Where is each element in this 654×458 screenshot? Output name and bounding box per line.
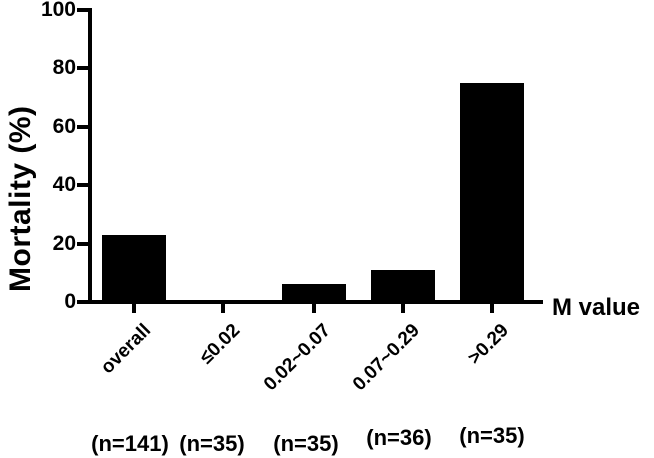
y-tick-mark (77, 66, 88, 71)
bar-overall (102, 234, 166, 304)
x-tick-mark (132, 304, 136, 313)
y-tick-label: 60 (52, 114, 76, 138)
sample-size-label: (n=35) (273, 431, 339, 456)
y-tick-label: 100 (40, 0, 76, 21)
x-tick-mark (401, 304, 405, 313)
bar->0.29 (460, 83, 524, 304)
sample-size-label: (n=141) (91, 431, 169, 456)
y-tick-mark (77, 8, 88, 12)
y-tick-mark (77, 183, 88, 188)
y-tick-label: 20 (52, 231, 76, 255)
x-axis-line (88, 300, 543, 304)
y-axis-line (88, 8, 92, 304)
x-tick-label: 0.02~0.07 (259, 320, 335, 395)
y-tick-label: 80 (52, 56, 76, 80)
bar-0.02~0.07 (282, 284, 346, 304)
sample-size-label: (n=35) (179, 431, 245, 456)
x-tick-mark (312, 304, 316, 313)
sample-size-label: (n=36) (366, 425, 432, 450)
x-axis-title: M value (552, 294, 641, 321)
x-tick-label: overall (96, 320, 155, 379)
bar-0.07~0.29 (371, 269, 435, 304)
y-tick-mark (77, 300, 88, 304)
x-tick-mark (221, 304, 225, 313)
x-tick-mark (490, 304, 494, 313)
y-tick-mark (77, 241, 88, 246)
y-tick-mark (77, 124, 88, 129)
sample-size-label: (n=35) (459, 423, 525, 448)
y-tick-label: 40 (52, 173, 76, 197)
x-tick-label: >0.29 (464, 320, 513, 369)
y-tick-label: 0 (64, 290, 76, 313)
x-tick-label: 0.07~0.29 (348, 320, 424, 395)
x-tick-label: ≤0.02 (195, 320, 244, 369)
